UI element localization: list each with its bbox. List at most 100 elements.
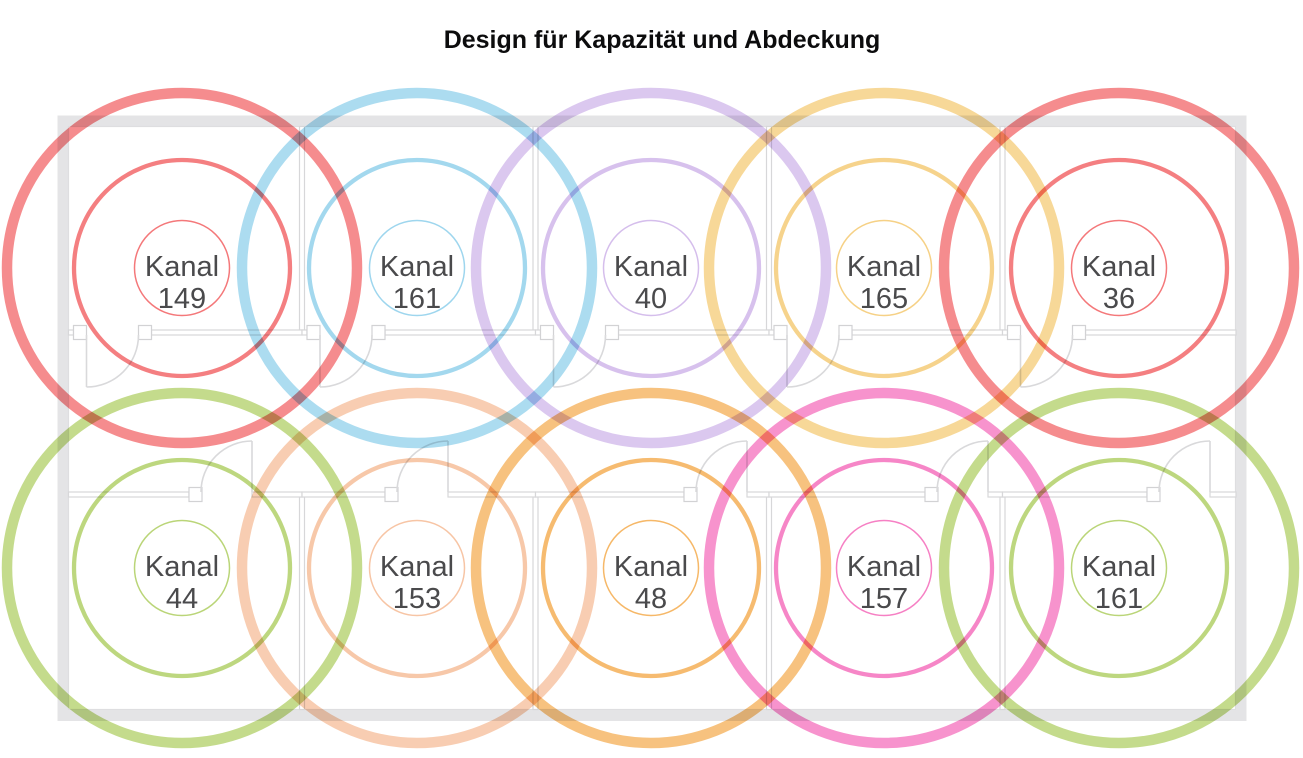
ap-channel: 153 bbox=[393, 583, 441, 615]
coverage-rings bbox=[1, 87, 1300, 749]
wall bbox=[67, 329, 75, 336]
coverage-ring-outer bbox=[938, 387, 1300, 749]
wall bbox=[1209, 491, 1237, 498]
wall bbox=[534, 491, 685, 498]
coverage-ring-mid bbox=[540, 157, 762, 379]
wall bbox=[765, 125, 773, 331]
ap-label: Kanal bbox=[1082, 551, 1156, 583]
coverage-ring-inner bbox=[368, 219, 466, 317]
wall bbox=[532, 125, 539, 331]
coverage-ring-mid bbox=[1008, 157, 1230, 379]
coverage-ring-inner bbox=[368, 519, 466, 617]
ap-label: Kanal bbox=[614, 251, 688, 283]
ap-channel: 36 bbox=[1103, 283, 1135, 315]
ap-bottom-kanal-161 bbox=[938, 387, 1300, 749]
door-jamb bbox=[371, 324, 386, 341]
coverage-ring-inner bbox=[1070, 519, 1168, 617]
ap-labels: Kanal 149 Kanal 161 Kanal 40 Kanal 165 K… bbox=[145, 251, 1156, 615]
ap-label-group: Kanal 48 bbox=[614, 551, 688, 615]
ap-label-group: Kanal 44 bbox=[145, 551, 219, 615]
ap-label-group: Kanal 149 bbox=[145, 251, 219, 315]
wall bbox=[150, 329, 303, 336]
ap-top-kanal-161 bbox=[236, 87, 598, 449]
coverage-ring-inner bbox=[133, 219, 231, 317]
coverage-ring-outer bbox=[470, 387, 832, 749]
coverage-ring-outer bbox=[703, 87, 1065, 449]
wall bbox=[617, 329, 770, 336]
door-jamb bbox=[924, 486, 939, 503]
ap-top-kanal-149 bbox=[1, 87, 363, 449]
ap-channel: 149 bbox=[158, 283, 206, 315]
ap-label: Kanal bbox=[847, 251, 921, 283]
door-arc bbox=[695, 440, 748, 493]
coverage-ring-mid bbox=[306, 157, 528, 379]
wall bbox=[1001, 329, 1009, 336]
door-jamb bbox=[188, 486, 203, 503]
wall bbox=[987, 491, 1004, 498]
coverage-ring-inner bbox=[602, 519, 700, 617]
ap-label: Kanal bbox=[1082, 251, 1156, 283]
ap-top-kanal-40 bbox=[470, 87, 832, 449]
ap-channel: 161 bbox=[1095, 583, 1143, 615]
door-arc bbox=[86, 334, 140, 388]
coverage-ring-inner bbox=[602, 219, 700, 317]
wall bbox=[534, 329, 542, 336]
ap-label-group: Kanal 165 bbox=[847, 251, 921, 315]
page-title: Design für Kapazität und Abdeckung bbox=[444, 26, 881, 54]
ap-label: Kanal bbox=[380, 551, 454, 583]
coverage-ring-outer bbox=[938, 87, 1300, 449]
wall bbox=[298, 496, 306, 711]
door-arc bbox=[319, 334, 373, 388]
coverage-ring-outer bbox=[1, 87, 363, 449]
wall bbox=[384, 329, 537, 336]
ap-top-kanal-165 bbox=[703, 87, 1065, 449]
outer-wall bbox=[57, 115, 1247, 721]
door-jamb bbox=[539, 324, 555, 341]
coverage-ring-outer bbox=[1, 387, 363, 749]
door-jamb bbox=[306, 324, 321, 341]
ap-channel: 165 bbox=[860, 283, 908, 315]
door-jamb bbox=[1146, 486, 1161, 503]
ap-label: Kanal bbox=[847, 551, 921, 583]
wall bbox=[67, 491, 190, 498]
door-jamb bbox=[137, 324, 153, 341]
door-jamb bbox=[72, 324, 88, 341]
coverage-ring-outer bbox=[703, 387, 1065, 749]
ap-label-group: Kanal 36 bbox=[1082, 251, 1156, 315]
ap-label-group: Kanal 161 bbox=[1082, 551, 1156, 615]
coverage-ring-inner bbox=[133, 519, 231, 617]
coverage-ring-outer bbox=[236, 87, 598, 449]
door-arc bbox=[553, 334, 607, 388]
wall bbox=[768, 329, 775, 336]
coverage-ring-mid bbox=[773, 457, 995, 679]
coverage-ring-inner bbox=[835, 519, 933, 617]
ap-label: Kanal bbox=[614, 551, 688, 583]
coverage-ring-mid bbox=[71, 457, 293, 679]
door-jamb bbox=[683, 486, 698, 503]
door-jamb bbox=[838, 324, 853, 341]
door-arc bbox=[786, 334, 840, 388]
ap-bottom-kanal-48 bbox=[470, 387, 832, 749]
ap-label: Kanal bbox=[145, 551, 219, 583]
ap-channel: 48 bbox=[635, 583, 667, 615]
door bbox=[773, 324, 853, 388]
ap-label-group: Kanal 153 bbox=[380, 551, 454, 615]
wall bbox=[1084, 329, 1237, 336]
ap-label: Kanal bbox=[380, 251, 454, 283]
ap-label-group: Kanal 161 bbox=[380, 251, 454, 315]
coverage-ring-outer bbox=[236, 387, 598, 749]
coverage-ring-outer bbox=[470, 87, 832, 449]
door bbox=[72, 324, 153, 388]
door-arc bbox=[1158, 440, 1211, 493]
wall bbox=[851, 329, 1004, 336]
door-jamb bbox=[773, 324, 788, 341]
doors-top-row bbox=[72, 324, 1087, 388]
coverage-ring-mid bbox=[540, 457, 762, 679]
ap-bottom-kanal-44 bbox=[1, 387, 363, 749]
wall bbox=[301, 329, 308, 336]
wall bbox=[999, 125, 1006, 331]
door bbox=[188, 440, 253, 503]
ap-top-kanal-36 bbox=[938, 87, 1300, 449]
